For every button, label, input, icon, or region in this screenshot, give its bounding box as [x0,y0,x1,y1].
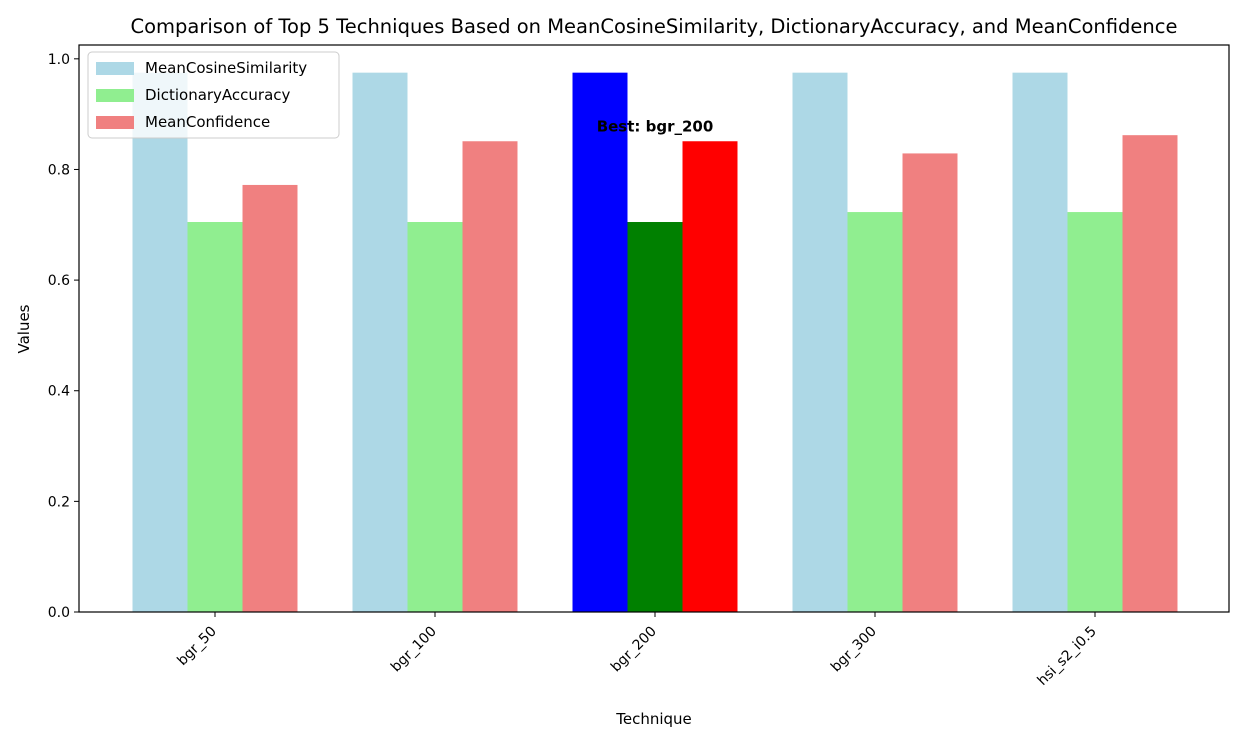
y-tick-label: 1.0 [48,52,70,68]
bar-MeanCosineSimilarity-bgr_100 [352,72,408,612]
y-axis: 0.0 0.2 0.4 0.6 0.8 1.0 [48,52,79,621]
x-axis-label: Technique [615,710,692,728]
x-tick-label: bgr_200 [608,624,660,676]
bar-MeanConfidence-bgr_50 [242,184,298,612]
x-axis: bgr_50 bgr_100 bgr_200 bgr_300 hsi_s2_i0.5 [174,612,1100,689]
chart-title: Comparison of Top 5 Techniques Based on … [130,15,1177,38]
y-tick-label: 0.2 [48,494,70,510]
bar-MeanConfidence-bgr_100 [462,141,518,612]
bar-DictionaryAccuracy-bgr_50 [187,222,243,612]
x-tick-label: hsi_s2_i0.5 [1034,624,1099,689]
bar-MeanCosineSimilarity-hsi_s2_i0.5 [1012,72,1068,612]
bar-DictionaryAccuracy-bgr_300 [847,212,903,612]
bar-DictionaryAccuracy-bgr_200 [627,222,683,612]
legend-label: DictionaryAccuracy [145,86,291,104]
y-axis-label: Values [15,304,33,353]
legend-label: MeanCosineSimilarity [145,59,307,77]
x-tick-label: bgr_50 [174,624,219,669]
y-tick-label: 0.8 [48,162,70,178]
plot-frame [78,44,1230,613]
bar-DictionaryAccuracy-hsi_s2_i0.5 [1067,212,1123,612]
legend-swatch [96,116,134,129]
x-tick-label: bgr_300 [828,624,880,676]
bars [132,72,1178,613]
legend-label: MeanConfidence [145,113,270,131]
bar-MeanCosineSimilarity-bgr_300 [792,72,848,612]
best-annotation: Best: bgr_200 [597,117,714,135]
y-tick-label: 0.6 [48,273,70,289]
legend-box [87,51,340,139]
bar-MeanCosineSimilarity-bgr_200 [572,72,628,612]
legend: MeanCosineSimilarity DictionaryAccuracy Me… [87,51,340,139]
y-tick-label: 0.0 [48,605,70,621]
x-tick-label: bgr_100 [388,624,440,676]
bar-DictionaryAccuracy-bgr_100 [407,222,463,612]
bar-MeanConfidence-hsi_s2_i0.5 [1122,135,1178,613]
bar-MeanCosineSimilarity-bgr_50 [132,72,188,612]
legend-swatch [96,62,134,75]
legend-swatch [96,89,134,102]
bar-MeanConfidence-bgr_300 [902,153,958,613]
bar-MeanConfidence-bgr_200 [682,141,738,612]
y-tick-label: 0.4 [48,384,70,400]
